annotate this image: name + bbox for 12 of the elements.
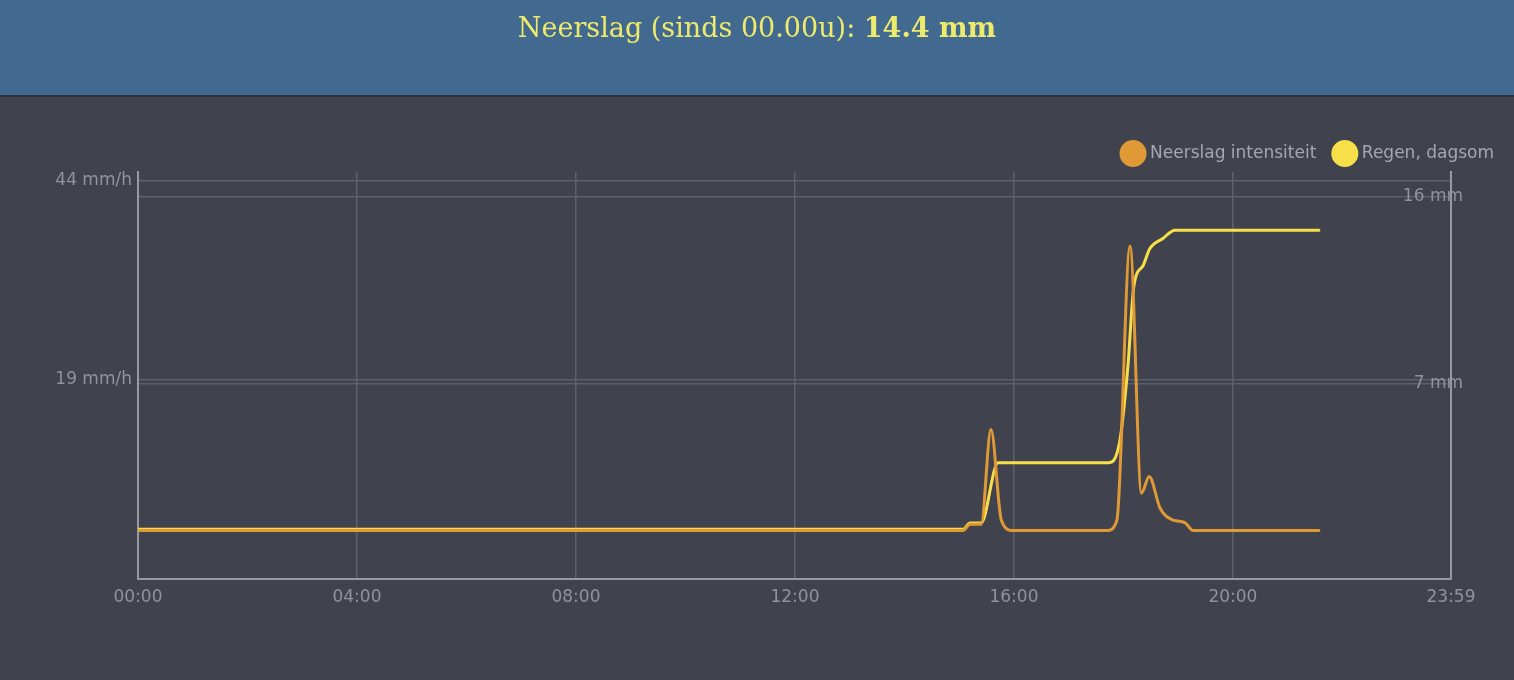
chart-title: Neerslag (sinds 00.00u): 14.4 mm xyxy=(517,12,997,43)
legend-label: Neerslag intensiteit xyxy=(1150,141,1317,162)
x-tick-label: 23:59 xyxy=(1426,585,1476,606)
x-tick-label: 12:00 xyxy=(770,585,820,606)
x-tick-label: 04:00 xyxy=(332,585,382,606)
x-tick-label: 08:00 xyxy=(551,585,601,606)
y-tick-label: 19 mm/h xyxy=(55,367,132,388)
legend-label: Regen, dagsom xyxy=(1361,141,1495,162)
x-tick-label: 00:00 xyxy=(113,585,163,606)
x-tick-label: 16:00 xyxy=(989,585,1039,606)
y-tick-label: 44 mm/h xyxy=(55,169,132,190)
x-tick-label: 20:00 xyxy=(1208,585,1258,606)
